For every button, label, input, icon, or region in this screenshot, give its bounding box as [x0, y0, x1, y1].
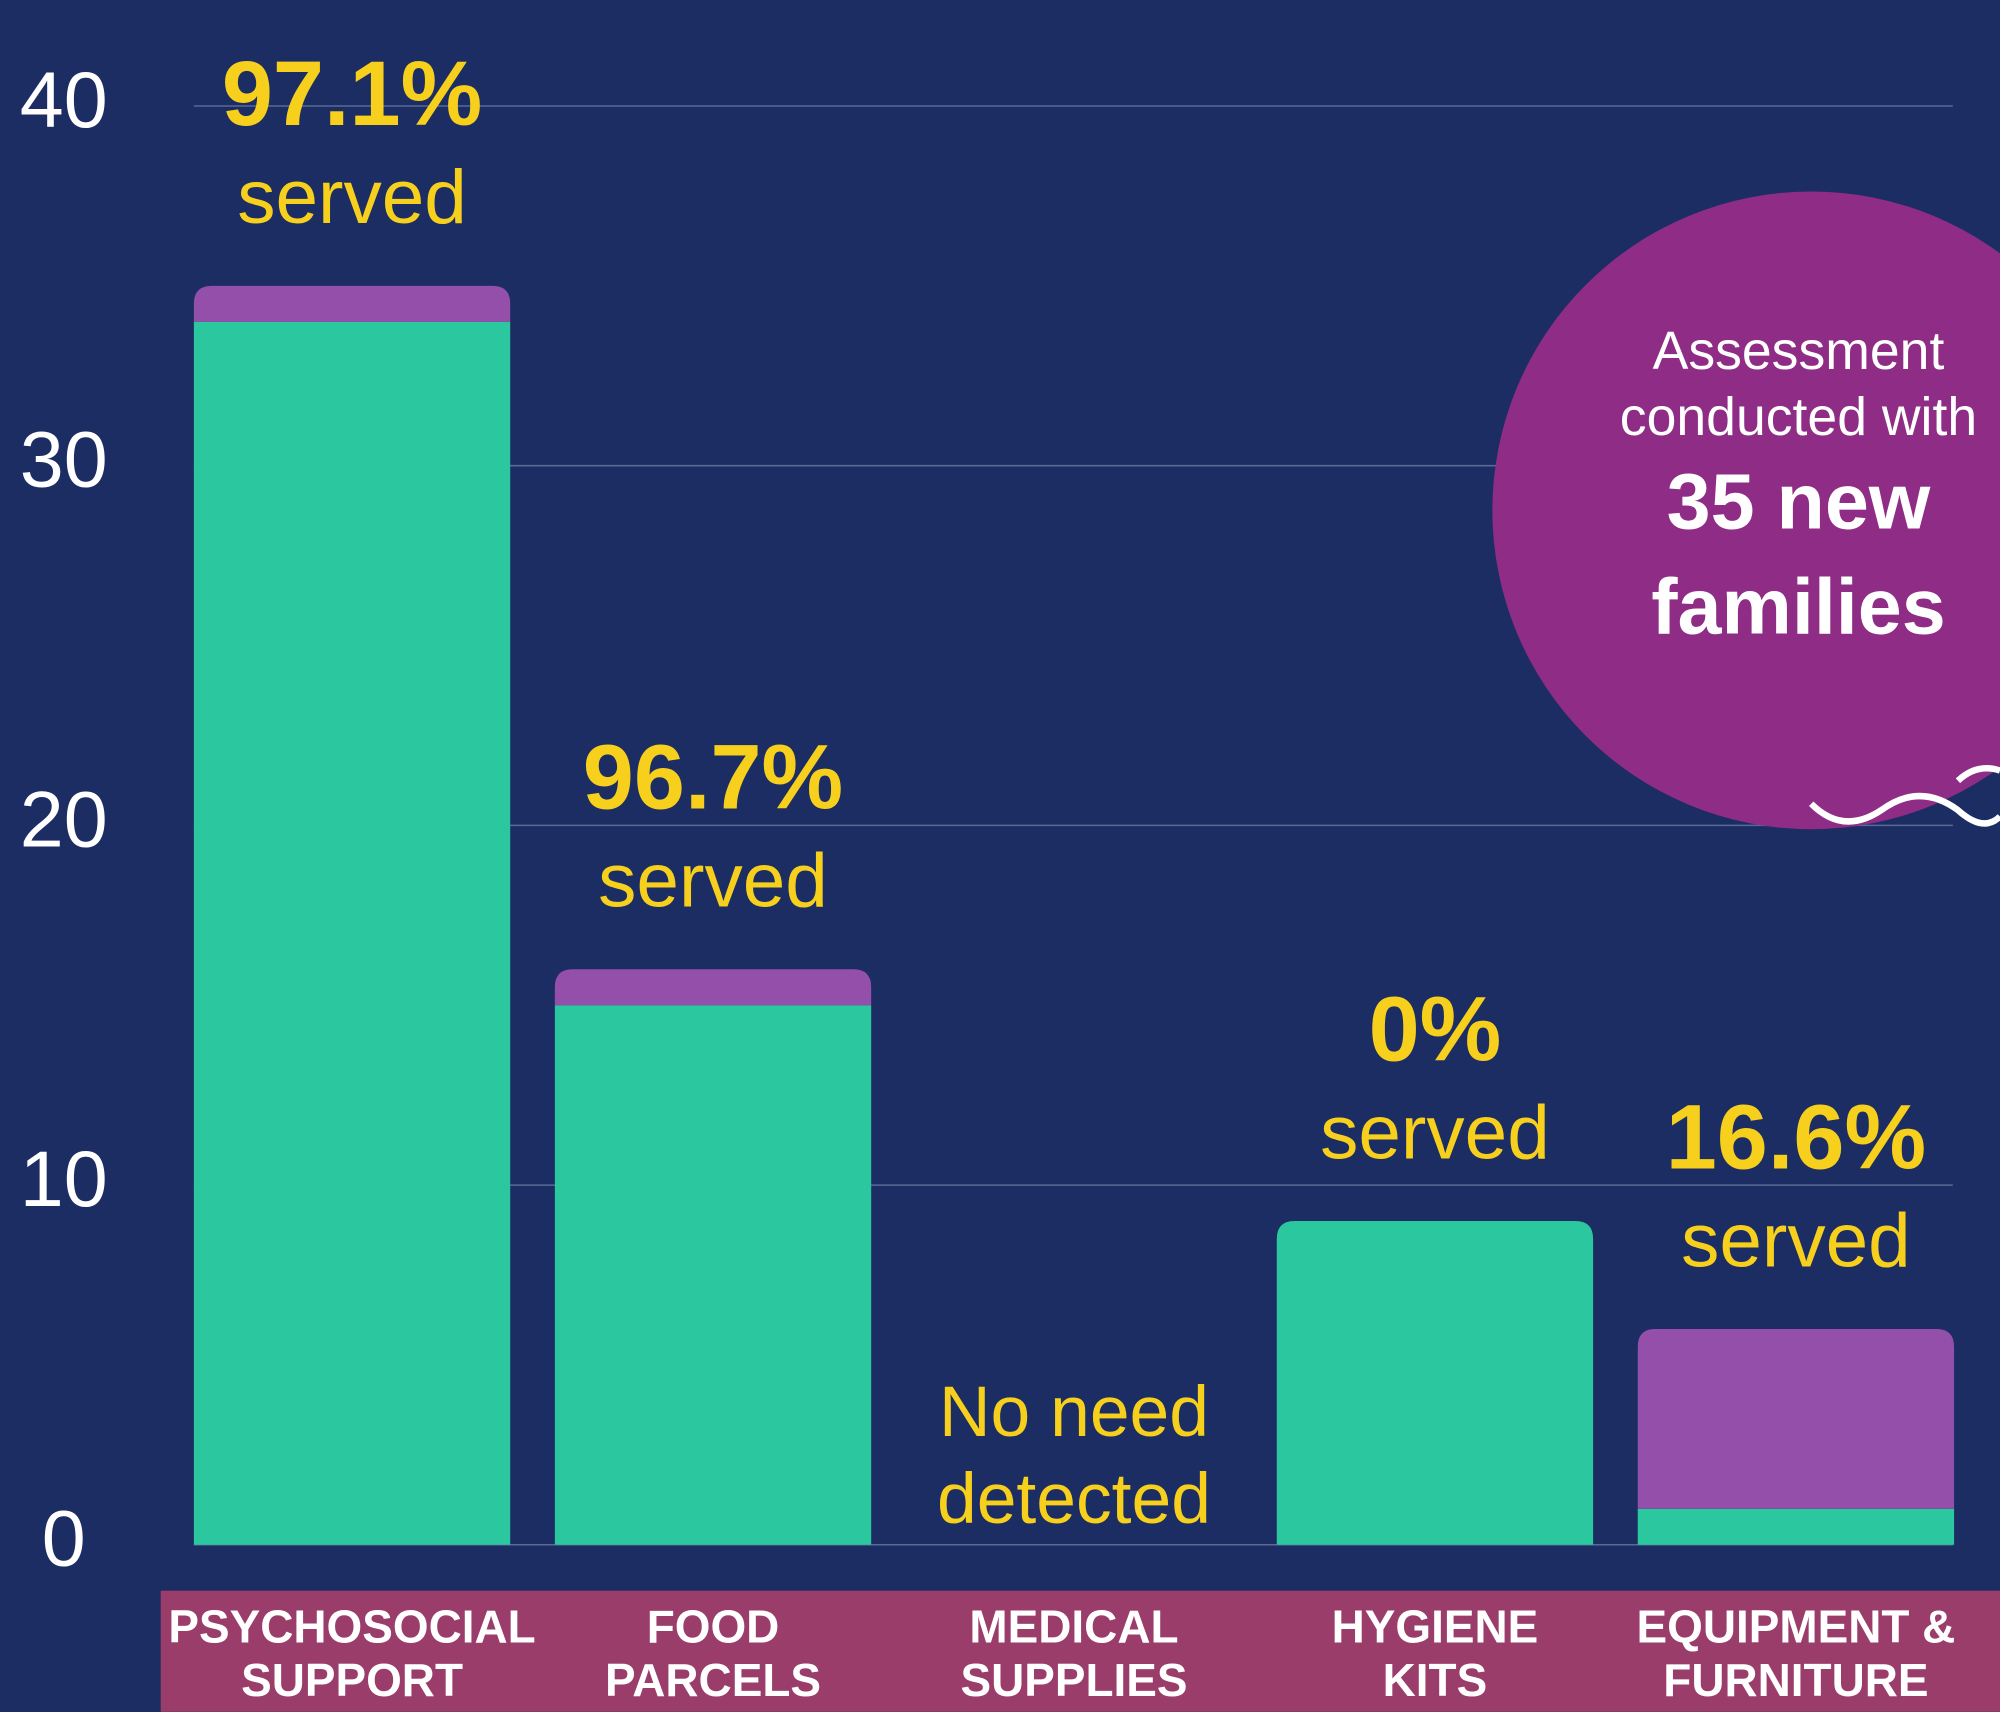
x-tick-label: PARCELS — [605, 1654, 821, 1706]
bar-segment — [194, 322, 510, 1545]
x-tick-label: FOOD — [647, 1600, 780, 1652]
bar-segment — [1277, 1221, 1593, 1545]
callout: Assessment conducted with 35 new families — [1620, 322, 1977, 650]
x-tick-label: HYGIENE — [1332, 1600, 1539, 1652]
bar-segment — [1638, 1509, 1954, 1545]
bar-segment — [555, 1005, 871, 1545]
y-tick-label: 30 — [20, 415, 108, 504]
callout-text: families — [1651, 561, 1946, 650]
bar-segment — [555, 969, 871, 1005]
callout-text: Assessment — [1653, 322, 1945, 381]
bar-segment — [194, 286, 510, 322]
bar-note: served — [1320, 1090, 1550, 1175]
y-tick-label: 10 — [20, 1134, 108, 1223]
bar-note: detected — [937, 1459, 1211, 1539]
bar-percent: 0% — [1369, 978, 1502, 1080]
bar-percent: 97.1% — [222, 43, 482, 145]
callout-text: 35 new — [1667, 457, 1931, 546]
bar-percent: 96.7% — [583, 727, 843, 829]
bar-note: served — [598, 839, 828, 924]
chart: 0 10 20 30 40 PSYCHOSOCIALSUPPORT 97.1% served F… — [0, 0, 2000, 1712]
y-tick-label: 0 — [42, 1494, 86, 1583]
page: 0 10 20 30 40 PSYCHOSOCIALSUPPORT 97.1% served F… — [0, 0, 2000, 1712]
x-tick-label: SUPPORT — [241, 1654, 463, 1706]
y-tick-label: 40 — [20, 55, 108, 144]
bar-note: served — [237, 155, 467, 240]
x-tick-label: KITS — [1383, 1654, 1488, 1706]
x-tick-label: FURNITURE — [1663, 1654, 1928, 1706]
bar-note: No need — [939, 1372, 1209, 1452]
x-tick-label: EQUIPMENT & — [1637, 1600, 1956, 1652]
y-tick-label: 20 — [20, 774, 108, 863]
x-tick-label: SUPPLIES — [960, 1654, 1187, 1706]
x-tick-label: PSYCHOSOCIAL — [168, 1600, 535, 1652]
callout-text: conducted with — [1620, 388, 1977, 447]
bar-note: served — [1681, 1198, 1911, 1283]
x-tick-label: MEDICAL — [969, 1600, 1178, 1652]
bar-segment — [1638, 1329, 1954, 1509]
bar-percent: 16.6% — [1666, 1086, 1926, 1188]
